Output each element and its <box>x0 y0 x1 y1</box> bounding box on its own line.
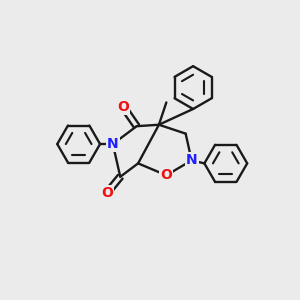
Text: O: O <box>117 100 129 114</box>
Text: N: N <box>186 153 197 167</box>
Text: O: O <box>101 186 113 200</box>
Text: O: O <box>160 168 172 182</box>
Text: N: N <box>107 137 119 151</box>
